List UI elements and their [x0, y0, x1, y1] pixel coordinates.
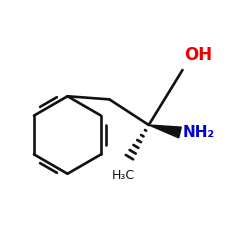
- Text: OH: OH: [184, 46, 212, 64]
- Polygon shape: [149, 125, 181, 138]
- Text: H₃C: H₃C: [112, 169, 135, 182]
- Text: NH₂: NH₂: [183, 125, 215, 140]
